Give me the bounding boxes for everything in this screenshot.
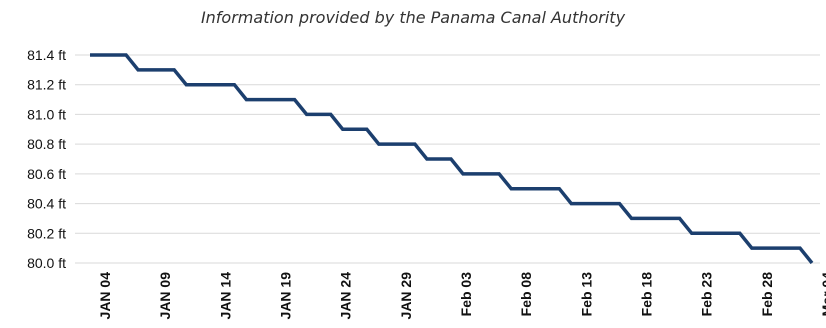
- x-tick-label: Feb 23: [699, 272, 715, 317]
- x-tick-label: Feb 13: [578, 272, 594, 317]
- y-tick-label: 81.0 ft: [27, 106, 66, 122]
- x-tick-label: JAN 09: [157, 272, 173, 320]
- x-tick-label: Mar 04: [819, 272, 826, 317]
- x-tick-label: Feb 03: [458, 272, 474, 317]
- y-tick-label: 80.6 ft: [27, 166, 66, 182]
- y-tick-label: 81.2 ft: [27, 77, 66, 93]
- y-tick-label: 80.2 ft: [27, 225, 66, 241]
- x-tick-label: JAN 14: [217, 272, 233, 320]
- y-tick-label: 80.8 ft: [27, 136, 66, 152]
- series-line: [90, 53, 814, 265]
- x-tick-label: Feb 28: [759, 272, 775, 317]
- x-tick-label: Feb 08: [518, 272, 534, 317]
- x-tick-label: JAN 04: [97, 272, 113, 320]
- x-tick-label: Feb 18: [639, 272, 655, 317]
- chart-title: Information provided by the Panama Canal…: [200, 8, 626, 27]
- y-axis-ticks: 81.4 ft 81.2 ft 81.0 ft 80.8 ft 80.6 ft 80.4 …: [27, 47, 66, 271]
- x-tick-label: JAN 24: [338, 272, 354, 320]
- x-tick-label: JAN 19: [278, 272, 294, 320]
- x-axis-ticks: JAN 04 JAN 09 JAN 14 JAN 19 JAN 24 JAN 29 Feb …: [97, 272, 826, 320]
- y-tick-label: 80.0 ft: [27, 255, 66, 271]
- y-tick-label: 80.4 ft: [27, 196, 66, 212]
- x-tick-label: JAN 29: [398, 272, 414, 320]
- y-tick-label: 81.4 ft: [27, 47, 66, 63]
